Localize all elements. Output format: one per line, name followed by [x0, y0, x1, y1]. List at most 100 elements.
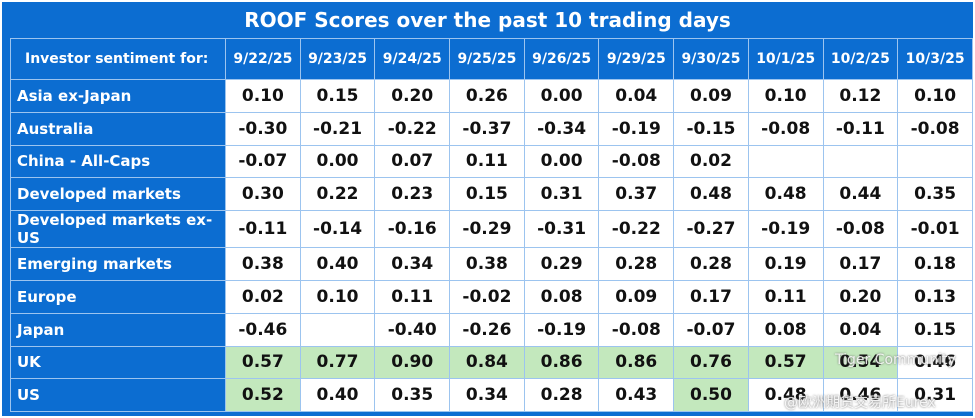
row-name: Emerging markets: [10, 247, 226, 281]
score-cell: 0.52: [225, 378, 301, 413]
watermark: Tiger Community: [835, 352, 956, 368]
score-cell: 0.40: [299, 247, 376, 281]
score-cell: [822, 144, 899, 179]
row-name: Developed markets ex-US: [10, 210, 226, 249]
score-cell: -0.08: [598, 312, 675, 347]
score-cell: 0.43: [598, 378, 675, 413]
row-name: Europe: [10, 279, 226, 314]
row-name: Japan: [10, 312, 226, 347]
score-cell: -0.19: [747, 210, 824, 249]
score-cell: 0.84: [449, 345, 525, 380]
score-cell: 0.38: [449, 247, 525, 281]
score-cell: 0.48: [747, 177, 824, 212]
data-row: Europe 0.02 0.10 0.11 -0.02 0.08 0.09 0.17 0.11 0…: [10, 279, 973, 314]
score-cell: 0.34: [374, 247, 451, 281]
score-cell: 0.38: [225, 247, 301, 281]
score-cell: 0.17: [673, 279, 749, 314]
score-cell: -0.19: [523, 312, 600, 347]
score-cell: 0.15: [299, 79, 376, 113]
score-cell: 0.31: [523, 177, 600, 212]
score-cell: 0.29: [523, 247, 600, 281]
data-row: Japan -0.46 -0.40 -0.26 -0.19 -0.08 -0.07 0.08 0…: [10, 312, 973, 347]
row-name: China - All-Caps: [10, 144, 226, 179]
score-cell: 0.31: [897, 378, 973, 413]
date-header: 9/23/25: [299, 38, 376, 80]
score-cell: 0.76: [673, 345, 749, 380]
score-cell: 0.00: [299, 144, 376, 179]
score-cell: 0.09: [598, 279, 675, 314]
date-header: 9/24/25: [374, 38, 451, 80]
date-header: 9/29/25: [598, 38, 675, 80]
date-header: 10/3/25: [897, 38, 973, 80]
score-cell: 0.12: [822, 79, 899, 113]
score-cell: -0.15: [673, 111, 749, 146]
score-cell: -0.40: [374, 312, 451, 347]
score-cell: 0.77: [299, 345, 376, 380]
score-cell: -0.30: [225, 111, 301, 146]
score-cell: 0.08: [747, 312, 824, 347]
score-cell: 0.15: [449, 177, 525, 212]
score-cell: -0.26: [449, 312, 525, 347]
score-cell: -0.08: [747, 111, 824, 146]
score-cell: 0.48: [673, 177, 749, 212]
score-cell: -0.29: [449, 210, 525, 249]
score-cell: 0.48: [747, 378, 824, 413]
score-cell: 0.44: [822, 177, 899, 212]
score-cell: -0.16: [374, 210, 451, 249]
data-row: UK 0.57 0.77 0.90 0.84 0.86 0.86 0.76 0.57 0.54 0.…: [10, 345, 973, 380]
score-cell: 0.11: [374, 279, 451, 314]
score-cell: 0.13: [897, 279, 973, 314]
row-name: US: [10, 378, 226, 413]
score-cell: 0.35: [374, 378, 451, 413]
date-header: 9/26/25: [523, 38, 600, 80]
score-cell: -0.01: [897, 210, 973, 249]
row-name: UK: [10, 345, 226, 380]
date-header: 9/30/25: [673, 38, 749, 80]
data-row: China - All-Caps -0.07 0.00 0.07 0.11 0.00 -0.…: [10, 144, 973, 179]
title: ROOF Scores over the past 10 trading day…: [244, 8, 731, 32]
score-cell: 0.04: [598, 79, 675, 113]
score-cell: 0.04: [822, 312, 899, 347]
score-cell: 0.20: [822, 279, 899, 314]
score-cell: -0.14: [299, 210, 376, 249]
score-cell: 0.46: [822, 378, 899, 413]
score-cell: 0.02: [673, 144, 749, 179]
data-row: Developed markets ex-US -0.11 -0.14 -0.16 -0…: [10, 210, 973, 249]
date-header: 9/25/25: [449, 38, 525, 80]
score-cell: 0.22: [299, 177, 376, 212]
row-name: Asia ex-Japan: [10, 79, 226, 113]
date-header: 10/1/25: [747, 38, 824, 80]
data-row: Asia ex-Japan 0.10 0.15 0.20 0.26 0.00 0.04 0.0…: [10, 79, 973, 113]
score-cell: -0.08: [598, 144, 675, 179]
score-cell: 0.11: [449, 144, 525, 179]
score-cell: 0.90: [374, 345, 451, 380]
score-cell: 0.10: [897, 79, 973, 113]
score-cell: -0.08: [897, 111, 973, 146]
watermark: @欧洲期货交易所Eurex: [784, 395, 936, 411]
score-cell: -0.02: [449, 279, 525, 314]
score-cell: 0.57: [225, 345, 301, 380]
score-cell: 0.10: [299, 279, 376, 314]
score-cell: 0.86: [598, 345, 675, 380]
data-row: Australia -0.30 -0.21 -0.22 -0.37 -0.34 -0.19-…: [10, 111, 973, 146]
score-cell: 0.28: [673, 247, 749, 281]
score-cell: 0.46: [897, 345, 973, 380]
score-cell: -0.19: [598, 111, 675, 146]
score-cell: -0.08: [822, 210, 899, 249]
score-cell: 0.35: [897, 177, 973, 212]
score-cell: 0.50: [673, 378, 749, 413]
date-header: 10/2/25: [822, 38, 899, 80]
data-row: Developed markets 0.30 0.22 0.23 0.15 0.31 0.3…: [10, 177, 973, 212]
score-cell: 0.02: [225, 279, 301, 314]
score-cell: 0.10: [225, 79, 301, 113]
score-cell: -0.21: [299, 111, 376, 146]
score-cell: -0.11: [225, 210, 301, 249]
score-cell: -0.46: [225, 312, 301, 347]
header-label: Investor sentiment for:: [10, 38, 226, 80]
score-cell: 0.08: [523, 279, 600, 314]
data-row: Emerging markets 0.38 0.40 0.34 0.38 0.29 0.28…: [10, 247, 973, 281]
score-cell: -0.34: [523, 111, 600, 146]
score-cell: 0.23: [374, 177, 451, 212]
score-cell: 0.00: [523, 144, 600, 179]
